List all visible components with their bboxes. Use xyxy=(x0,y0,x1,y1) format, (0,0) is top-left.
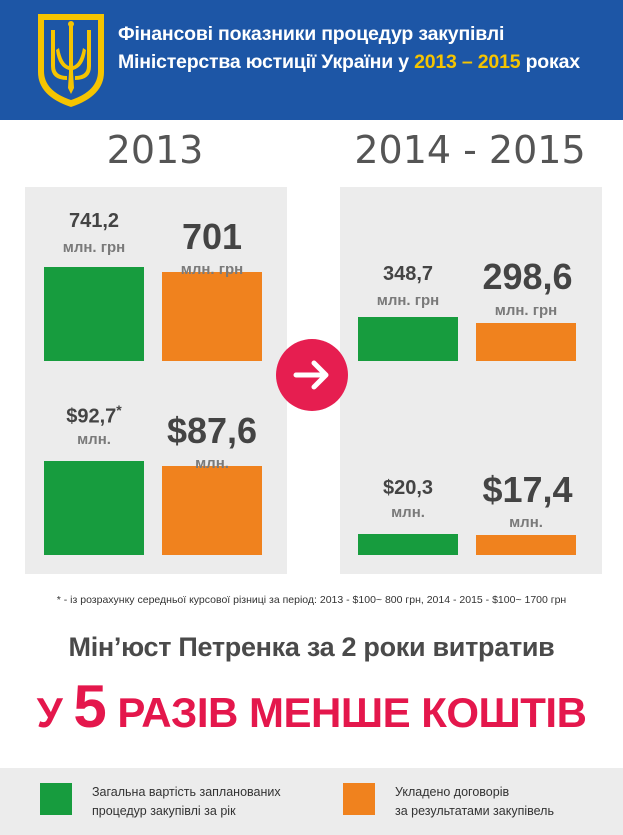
bar-2013-usd-planned xyxy=(44,461,144,555)
data-label-2014-2015-usd-planned: $20,3 xyxy=(382,477,434,499)
legend-label-contracted-line-2: за результатами закупівель xyxy=(395,804,554,818)
data-label-2013-usd-contracted: $87,6 xyxy=(166,410,258,451)
page-title: Фінансові показники процедур закупівлі М… xyxy=(118,20,618,76)
data-label-2013-usd-planned: $92,7* xyxy=(44,403,144,427)
bar-2014-2015-usd-contracted xyxy=(476,535,576,555)
panel-2014-2015 xyxy=(340,187,602,574)
data-label-2014-2015-usd-contracted: $17,4 xyxy=(482,469,573,510)
bar-2014-2015-uah-contracted xyxy=(476,323,576,361)
data-label-2013-uah-planned: 741,2 xyxy=(68,210,120,232)
unit-label-2014-2015-usd-contracted: млн. xyxy=(509,514,543,531)
conclusion-number: 5 xyxy=(73,673,107,740)
arrow-right-icon xyxy=(276,339,348,411)
legend-label-planned-line-2: процедур закупівлі за рік xyxy=(92,804,236,818)
unit-label-2013-usd-contracted: млн. xyxy=(195,455,229,472)
bar-2013-uah-planned xyxy=(44,267,144,361)
data-label-2014-2015-uah-planned: 348,7 xyxy=(382,263,434,285)
legend: Загальна вартість запланованих процедур … xyxy=(0,768,623,835)
conclusion-prefix: У xyxy=(36,689,74,736)
period-label-2013: 2013 xyxy=(106,128,204,172)
bar-2014-2015-uah-planned xyxy=(358,317,458,361)
legend-label-planned: Загальна вартість запланованих процедур … xyxy=(92,783,281,821)
unit-label-2014-2015-uah-planned: млн. грн xyxy=(376,292,440,309)
legend-label-planned-line-1: Загальна вартість запланованих xyxy=(92,785,281,799)
unit-label-2013-uah-planned: млн. грн xyxy=(62,239,126,256)
footnote: * - із розрахунку середньої курсової різ… xyxy=(56,594,567,606)
data-label-2013-usd-planned-value: $92,7 xyxy=(66,405,117,428)
conclusion-suffix: РАЗІВ МЕНШЕ КОШТІВ xyxy=(106,689,587,736)
period-label-2014-2015: 2014 - 2015 xyxy=(354,128,586,172)
legend-label-contracted-line-1: Укладено договорів xyxy=(395,785,510,799)
footnote-marker: * xyxy=(116,402,122,418)
title-years-highlight: 2013 – 2015 xyxy=(414,51,521,73)
ukraine-trident-emblem-icon xyxy=(38,14,104,107)
header-banner: Фінансові показники процедур закупівлі М… xyxy=(0,0,623,120)
conclusion-line-1: Мін’юст Петренка за 2 роки витратив xyxy=(68,632,555,662)
unit-label-2014-2015-usd-planned: млн. xyxy=(391,504,425,521)
title-line-2: Міністерства юстиції України у 2013 – 20… xyxy=(118,48,618,76)
bar-2014-2015-usd-planned xyxy=(358,534,458,555)
title-line-2-prefix: Міністерства юстиції України у xyxy=(118,51,415,73)
unit-label-2014-2015-uah-contracted: млн. грн xyxy=(494,302,558,319)
legend-swatch-planned xyxy=(40,783,72,815)
data-label-2013-uah-contracted: 701 xyxy=(181,216,243,257)
data-label-2014-2015-uah-contracted: 298,6 xyxy=(482,256,573,297)
conclusion-line-2: У 5 РАЗІВ МЕНШЕ КОШТІВ xyxy=(0,672,623,741)
arrow-right-glyph xyxy=(293,360,329,390)
legend-label-contracted: Укладено договорів за результатами закуп… xyxy=(395,783,554,821)
title-line-2-suffix: роках xyxy=(520,51,580,73)
bar-2013-uah-contracted xyxy=(162,272,262,361)
unit-label-2013-uah-contracted: млн. грн xyxy=(180,261,244,278)
bar-2013-usd-contracted xyxy=(162,466,262,555)
unit-label-2013-usd-planned: млн. xyxy=(77,431,111,448)
legend-swatch-contracted xyxy=(343,783,375,815)
title-line-1: Фінансові показники процедур закупівлі xyxy=(118,23,505,45)
